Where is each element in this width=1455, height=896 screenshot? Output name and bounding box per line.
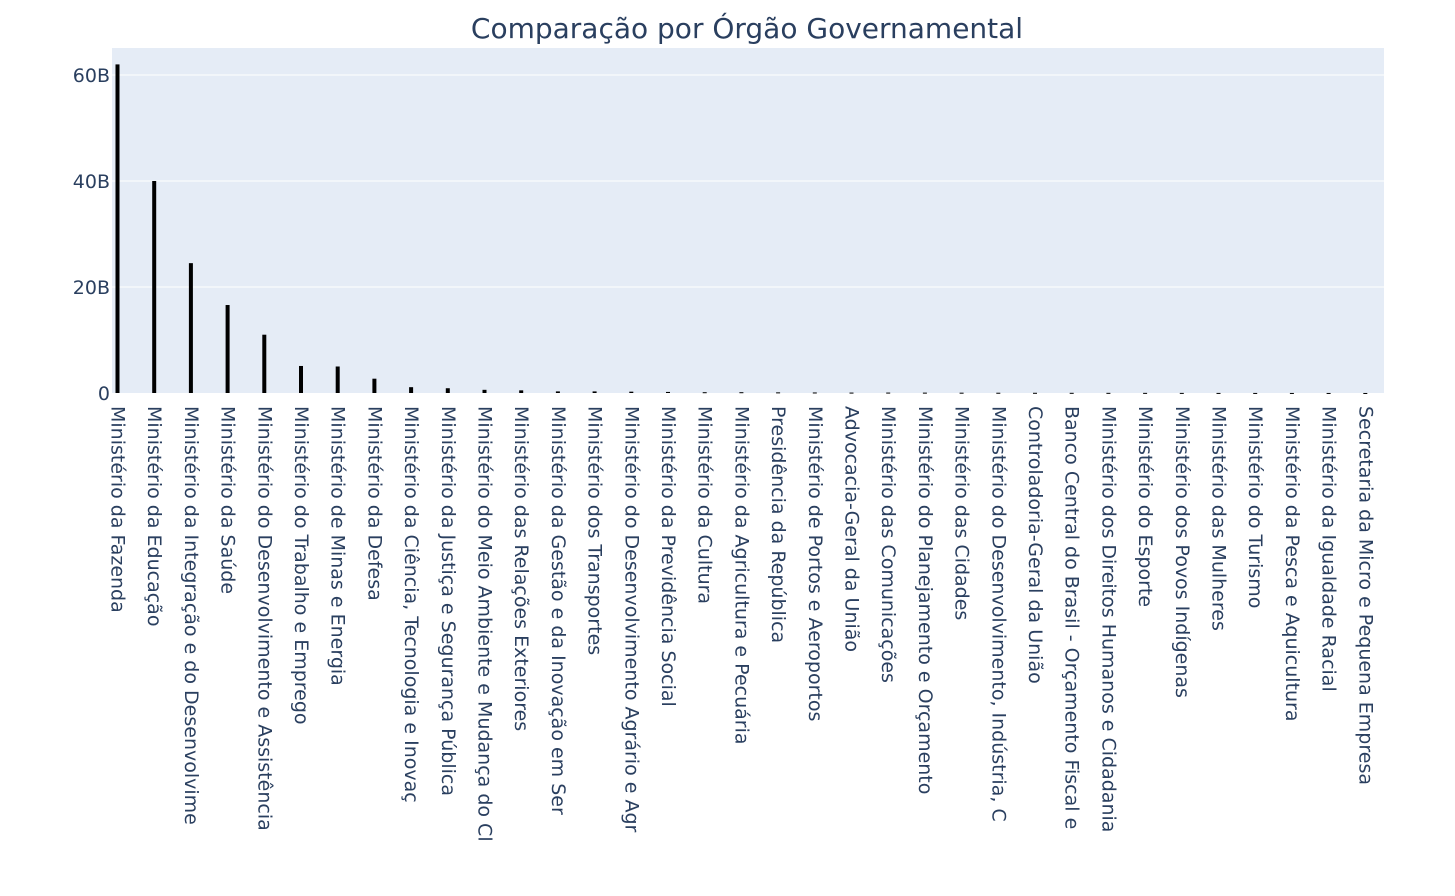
x-tick-label: Ministério do Turismo [1244,406,1266,608]
x-tick-label: Controladoria-Geral da União [1024,406,1046,684]
bar [996,392,1001,394]
bar [1326,392,1331,394]
x-tick-label: Ministério do Trabalho e Emprego [290,406,312,725]
x-tick-label: Ministério dos Povos Indígenas [1171,406,1193,698]
bar [886,392,891,394]
y-tick-label: 20B [73,277,110,299]
gridlines [112,74,1384,288]
x-tick-label: Ministério da Educação [143,406,165,626]
x-tick-label: Ministério da Justiça e Segurança Públic… [437,406,459,796]
x-tick-label: Ministério do Desenvolvimento e Assistên… [253,406,275,831]
x-tick-label: Ministério da Integração e do Desenvolvi… [180,406,202,825]
x-tick-label: Ministério da Fazenda [107,406,129,613]
x-tick-label: Ministério da Previdência Social [657,406,679,707]
bar [115,64,120,394]
x-tick-label: Ministério dos Direitos Humanos e Cidada… [1097,406,1119,832]
x-tick-label: Ministério da Pesca e Aquicultura [1281,406,1303,722]
x-tick-label: Ministério da Saúde [217,406,239,594]
bar [849,392,854,394]
x-tick-label: Ministério do Desenvolvimento Agrário e … [620,406,642,833]
x-tick-label: Ministério da Gestão e da Inovação em Se… [547,406,569,815]
bar [152,181,157,393]
bar [1033,392,1037,394]
y-tick-label: 0 [98,383,110,405]
x-axis-ticks: Ministério da Fazenda Ministério da Educa… [107,406,1377,842]
x-tick-label: Secretaria da Micro e Pequena Empresa [1354,406,1376,785]
bar [372,378,377,393]
x-tick-label: Ministério da Defesa [363,406,385,601]
x-tick-label: Ministério das Relações Exteriores [510,406,532,731]
x-tick-label: Ministério do Meio Ambiente e Mudança do… [474,406,496,842]
x-tick-label: Ministério do Desenvolvimento, Indústria… [987,406,1009,822]
bar [959,392,964,394]
x-tick-label: Advocacia-Geral da União [841,406,863,652]
bar [702,392,707,394]
bar [922,392,927,394]
bars [115,64,1368,394]
bar [629,391,634,393]
x-tick-label: Ministério de Minas e Energia [327,406,349,686]
x-tick-label: Banco Central do Brasil - Orçamento Fisc… [1061,406,1083,829]
bar [1253,392,1258,394]
x-tick-label: Ministério da Cultura [694,406,716,604]
bar [776,392,781,394]
bar [592,391,597,393]
y-tick-label: 60B [73,65,110,87]
bar [1363,392,1368,394]
bar [812,392,817,394]
bar [409,387,414,393]
x-tick-label: Ministério das Comunicações [877,406,899,683]
bar [188,263,193,393]
bar [1216,392,1221,394]
y-axis-ticks: 0 20B 40B 60B [73,65,110,405]
bar [1289,392,1294,394]
x-tick-label: Ministério das Cidades [951,406,973,620]
bar [445,388,450,393]
bar [1179,392,1184,394]
bar [335,366,340,393]
plot-area [112,48,1384,393]
x-tick-label: Ministério das Mulheres [1208,406,1230,631]
x-tick-label: Ministério dos Transportes [584,406,606,655]
chart-title: Comparação por Órgão Governamental [471,11,1023,45]
y-tick-label: 40B [73,171,110,193]
bar [1069,392,1074,394]
bar [555,391,560,393]
bar [482,389,487,393]
x-tick-label: Ministério da Igualdade Racial [1318,406,1340,692]
bar [666,391,670,393]
bar [519,390,524,393]
x-tick-label: Ministério do Esporte [1134,406,1156,607]
bar [1106,392,1111,394]
bar [299,365,303,393]
x-tick-label: Ministério de Portos e Aeroportos [804,406,826,721]
bar [225,305,230,393]
x-tick-label: Ministério da Agricultura e Pecuária [730,406,752,745]
bar [262,334,267,393]
bar [739,392,744,394]
x-tick-label: Presidência da República [767,406,789,643]
x-tick-label: Ministério da Ciência, Tecnologia e Inov… [400,406,422,803]
bar [1143,392,1148,394]
x-tick-label: Ministério do Planejamento e Orçamento [914,406,936,794]
